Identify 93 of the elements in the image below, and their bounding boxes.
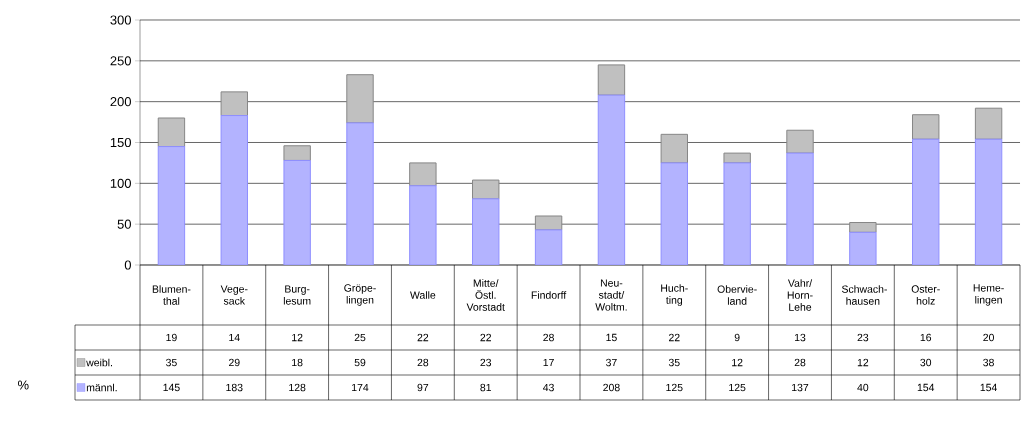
x-tick-label: Findorff xyxy=(531,291,567,299)
data-label: 18 xyxy=(292,358,303,367)
data-label: 28 xyxy=(794,358,806,367)
data-label: 59 xyxy=(354,358,366,367)
bar xyxy=(346,74,374,124)
bar xyxy=(534,215,563,231)
y-tick-label: 150 xyxy=(110,137,131,148)
bar xyxy=(723,162,751,265)
y-tick-label: 250 xyxy=(110,56,131,66)
bar xyxy=(660,162,688,265)
text: 16 xyxy=(920,333,932,342)
x-tick-label: Walle xyxy=(410,291,436,299)
data-label: 208 xyxy=(603,383,620,392)
bar xyxy=(597,94,626,265)
text: 19 xyxy=(166,333,177,342)
bar xyxy=(283,145,311,161)
bar xyxy=(409,162,437,187)
bar xyxy=(786,129,814,154)
text: 28 xyxy=(543,333,554,342)
x-tick-label: Neu-stadt/ Woltm. xyxy=(595,279,627,311)
bar xyxy=(597,64,626,96)
data-label: 97 xyxy=(417,383,429,392)
data-label: 81 xyxy=(480,383,492,392)
text: 22 xyxy=(669,333,680,342)
data-label: 30 xyxy=(920,358,932,367)
legend-label: weibl. xyxy=(86,358,112,367)
x-tick-label: Oster-holz xyxy=(911,285,940,305)
bar xyxy=(660,133,688,164)
text: 25 xyxy=(354,333,366,342)
y-tick-label: 300 xyxy=(110,15,131,25)
bar xyxy=(849,222,877,233)
bar xyxy=(157,117,186,148)
data-label: 28 xyxy=(417,358,429,367)
x-tick-label: Mitte/ Östl. Vorstadt xyxy=(466,279,505,311)
text: 12 xyxy=(292,333,303,342)
bar xyxy=(786,152,814,265)
text: 9 xyxy=(734,333,740,342)
data-label: 12 xyxy=(732,358,743,367)
legend-label: männl. xyxy=(86,383,117,392)
text: 14 xyxy=(229,333,240,342)
bar xyxy=(472,179,500,200)
y-tick-label: 0 xyxy=(124,260,131,270)
y-tick-label: 100 xyxy=(110,178,131,188)
data-label: 125 xyxy=(666,383,683,392)
bar xyxy=(283,159,311,265)
x-tick-label: Heme-lingen xyxy=(973,284,1004,306)
x-tick-label: Gröpe-lingen xyxy=(344,284,376,306)
text: 13 xyxy=(794,333,806,342)
data-label: 154 xyxy=(917,383,935,392)
bar xyxy=(220,115,248,265)
bar xyxy=(974,107,1003,140)
bar xyxy=(974,138,1003,265)
text: 22 xyxy=(417,333,429,342)
x-tick-label: Vege-sack xyxy=(220,285,248,305)
x-tick-label: Huch-ting xyxy=(661,284,688,306)
y-tick-label: 50 xyxy=(117,219,131,229)
x-tick-label: Obervie-land xyxy=(717,285,757,305)
bar xyxy=(912,114,940,140)
text: % xyxy=(17,380,29,390)
bar xyxy=(472,198,500,265)
data-label: 183 xyxy=(226,383,243,392)
x-tick-label: Vahr/ Horn-Lehe xyxy=(787,279,813,311)
data-label: 128 xyxy=(289,383,306,392)
bar xyxy=(912,138,940,265)
bar xyxy=(346,122,374,265)
data-label: 38 xyxy=(983,358,994,367)
data-label: 35 xyxy=(668,358,680,367)
y-tick-label: 200 xyxy=(110,97,131,107)
data-label: 35 xyxy=(166,358,177,367)
data-label: 29 xyxy=(229,358,240,367)
data-label: 43 xyxy=(542,383,554,392)
data-label: 17 xyxy=(543,358,554,367)
data-label: 137 xyxy=(792,383,809,392)
text: 20 xyxy=(983,333,994,342)
data-label: 12 xyxy=(857,358,869,367)
bar xyxy=(157,146,186,265)
data-label: 145 xyxy=(163,383,180,392)
x-tick-label: Schwach-hausen xyxy=(841,285,887,305)
bar xyxy=(723,152,751,164)
text: 22 xyxy=(480,333,491,342)
bar xyxy=(409,185,437,265)
data-label: 37 xyxy=(606,358,617,367)
text: 23 xyxy=(857,333,869,342)
x-tick-label: Blumen-thal xyxy=(152,285,191,305)
text: 15 xyxy=(606,333,617,342)
data-label: 154 xyxy=(980,383,997,392)
bar xyxy=(849,231,877,265)
bar xyxy=(220,91,248,117)
data-label: 40 xyxy=(857,383,869,392)
data-label: 23 xyxy=(480,358,492,367)
x-tick-label: Burg-lesum xyxy=(283,285,311,305)
data-label: 174 xyxy=(352,383,369,392)
data-label: 125 xyxy=(729,383,746,392)
